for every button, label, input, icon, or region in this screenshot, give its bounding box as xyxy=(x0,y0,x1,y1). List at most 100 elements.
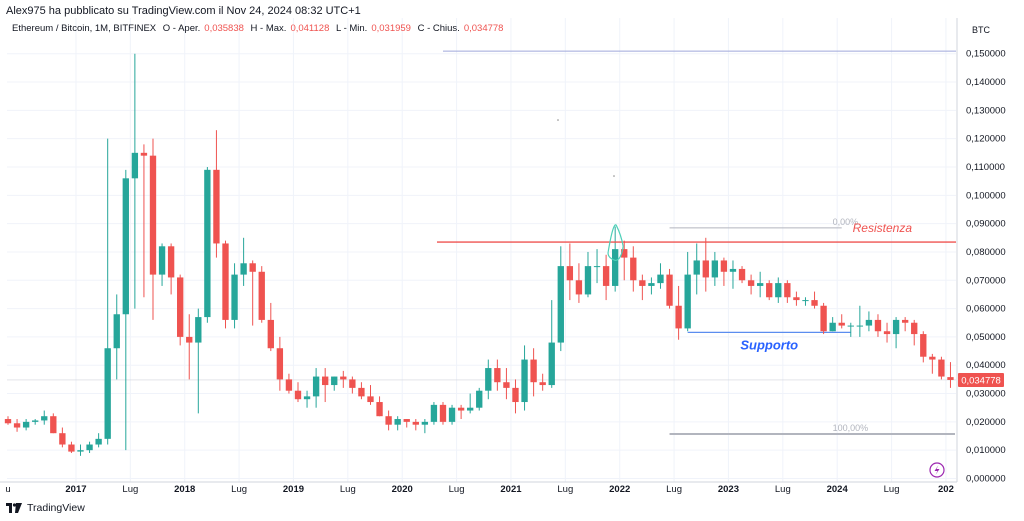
candle-body xyxy=(756,283,764,286)
candle xyxy=(376,396,383,417)
candle-body xyxy=(829,322,836,332)
candle xyxy=(294,382,302,403)
candle-body xyxy=(775,283,782,298)
currency-label[interactable]: BTC xyxy=(972,25,990,35)
candle xyxy=(684,251,691,332)
candle-body xyxy=(213,169,220,244)
candle-body xyxy=(911,322,918,335)
x-tick-label: Lug xyxy=(775,484,791,495)
footer-brand[interactable]: TradingView xyxy=(27,502,85,514)
candle-body xyxy=(611,249,619,286)
candle xyxy=(122,169,129,451)
candle xyxy=(530,348,537,397)
candle xyxy=(448,404,456,425)
candle-body xyxy=(195,317,202,343)
candle-body xyxy=(167,246,175,278)
candle xyxy=(611,226,619,292)
y-tick-label: 0,070000 xyxy=(966,275,1006,286)
candle-body xyxy=(376,402,383,417)
lightning-icon xyxy=(929,462,945,478)
candle-body xyxy=(639,280,646,286)
candle xyxy=(4,416,12,425)
x-tick-label: Lug xyxy=(340,484,356,495)
candle-body xyxy=(285,379,293,391)
symbol-name[interactable]: Ethereum / Bitcoin, 1M, BITFINEX xyxy=(12,23,157,34)
candle xyxy=(412,419,419,431)
candle-body xyxy=(729,268,737,272)
candle-body xyxy=(448,407,456,422)
candle xyxy=(856,305,864,337)
candle xyxy=(331,376,338,391)
candle-body xyxy=(512,387,519,403)
candle xyxy=(13,419,21,432)
candle-body xyxy=(575,280,583,295)
candle-body xyxy=(584,266,592,295)
candle-body xyxy=(693,260,700,275)
x-tick-label: Lug xyxy=(231,484,247,495)
candle-body xyxy=(430,404,438,422)
candle xyxy=(566,243,574,301)
candle-body xyxy=(403,419,410,422)
candle-body xyxy=(22,421,30,428)
candle xyxy=(639,274,646,301)
candle-body xyxy=(104,348,111,439)
high-value: 0,041128 xyxy=(290,23,330,34)
x-tick-label: 2020 xyxy=(392,484,413,495)
candle xyxy=(195,308,202,414)
candle xyxy=(911,319,918,346)
candle-body xyxy=(358,387,365,397)
candle-body xyxy=(149,155,157,275)
candle-body xyxy=(901,319,909,323)
y-tick-label: 0,120000 xyxy=(966,134,1006,145)
y-tick-label: 0,100000 xyxy=(966,190,1006,201)
candle xyxy=(358,382,365,400)
candle-body xyxy=(349,379,356,388)
candle-body xyxy=(938,359,945,377)
candle xyxy=(802,297,809,306)
candle xyxy=(666,268,673,309)
candle-body xyxy=(539,382,546,386)
x-tick-label: Lug xyxy=(557,484,573,495)
candles xyxy=(4,53,954,456)
candle xyxy=(630,246,637,292)
last-price-tag xyxy=(958,372,1004,387)
candle xyxy=(86,441,93,454)
candle xyxy=(929,353,936,374)
candle-body xyxy=(557,266,564,343)
candle-body xyxy=(657,274,664,284)
candle xyxy=(240,237,247,286)
candle xyxy=(385,410,392,431)
candle xyxy=(621,240,628,281)
candle xyxy=(204,166,211,323)
candle xyxy=(657,263,664,289)
x-tick-label: 2019 xyxy=(283,484,304,495)
candle xyxy=(593,249,601,284)
candle xyxy=(793,291,800,306)
candle-body xyxy=(95,438,102,445)
candle-body xyxy=(276,348,284,380)
candle xyxy=(503,368,510,400)
candle-body xyxy=(77,450,84,452)
candle xyxy=(186,314,193,380)
low-label: L - Min. xyxy=(336,23,368,34)
candle xyxy=(729,260,737,289)
x-tick-label: Lug xyxy=(449,484,465,495)
chart-dot xyxy=(557,119,559,121)
grid xyxy=(7,18,956,482)
symbol-legend: Ethereum / Bitcoin, 1M, BITFINEX O - Ape… xyxy=(12,23,507,34)
candle xyxy=(938,356,945,380)
candle-body xyxy=(303,396,311,400)
candle xyxy=(874,314,882,337)
candle xyxy=(847,322,854,337)
candle-body xyxy=(294,390,302,400)
candle xyxy=(322,368,329,403)
candle-body xyxy=(793,297,800,301)
candle-body xyxy=(457,407,465,411)
candle-body xyxy=(249,263,256,272)
x-tick-label: 2017 xyxy=(65,484,86,495)
candle-body xyxy=(113,314,120,349)
candle-body xyxy=(68,444,75,452)
candle xyxy=(158,243,166,286)
fib-level-label: 100,00% xyxy=(833,423,869,433)
